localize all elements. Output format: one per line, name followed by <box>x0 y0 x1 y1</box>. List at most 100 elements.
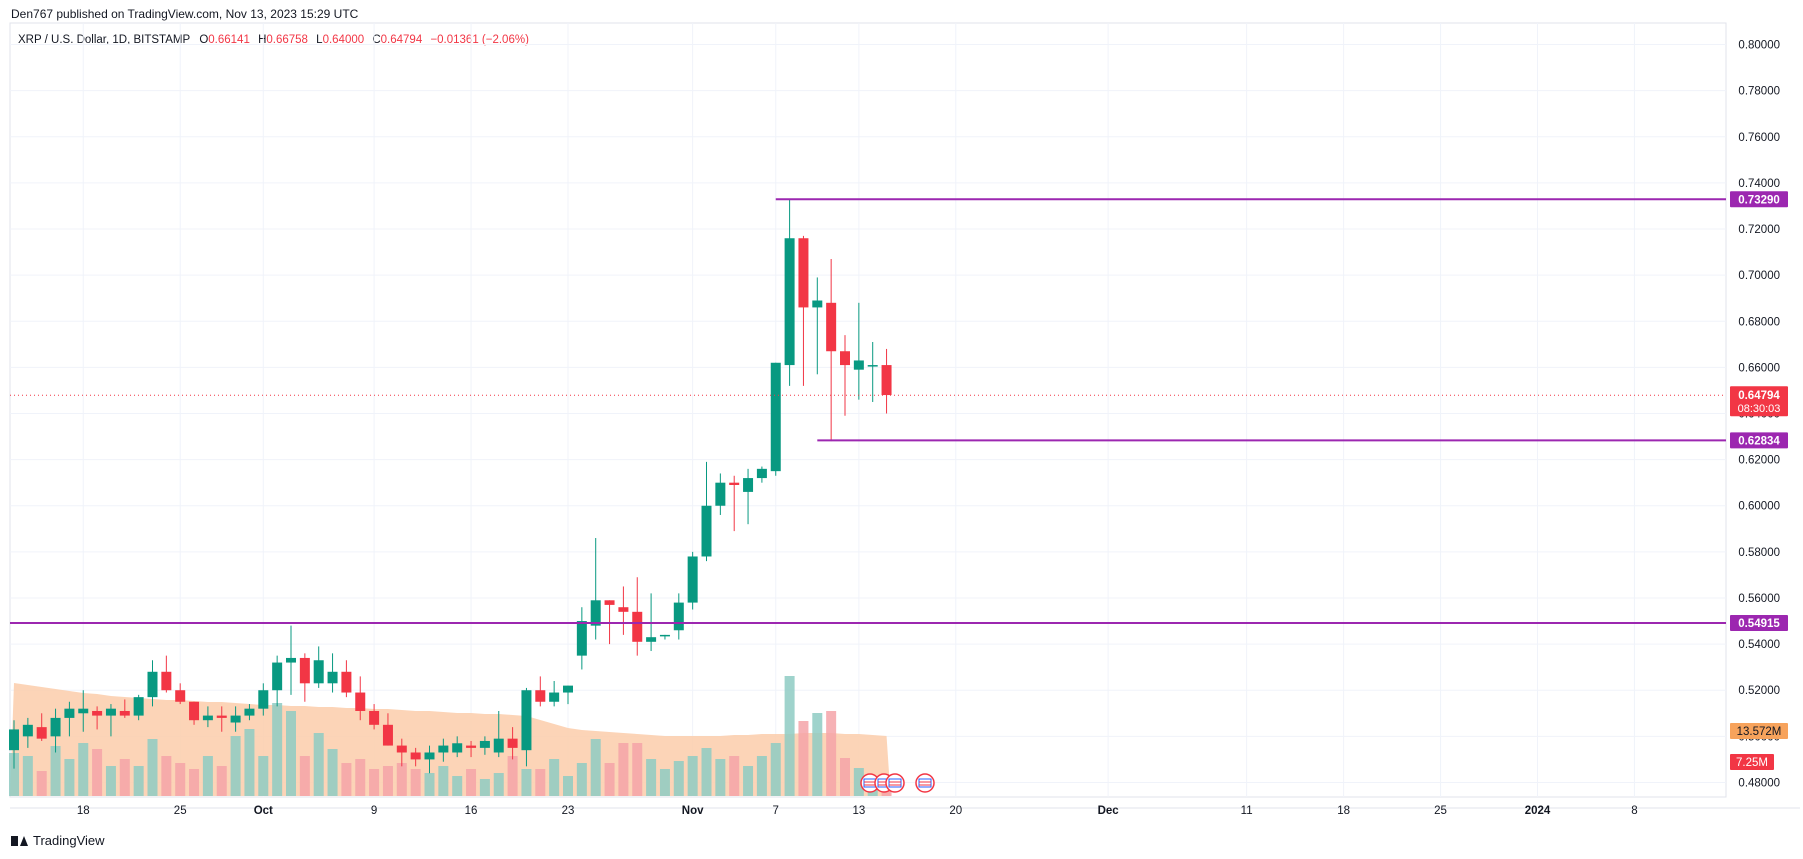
candle-body <box>784 238 795 366</box>
volume-bar <box>493 773 504 796</box>
candle-body <box>272 662 283 691</box>
candle-body <box>396 745 407 753</box>
candle-body <box>493 738 504 753</box>
volume-bar <box>438 766 449 796</box>
candle-body <box>202 715 213 721</box>
volume-bar <box>216 766 227 796</box>
close-value: 0.64794 <box>380 34 423 46</box>
volume-bar <box>881 789 892 796</box>
candle-body <box>175 690 186 702</box>
brand-label: TradingView <box>33 833 105 848</box>
volume-bar <box>452 776 463 796</box>
x-tick-label: 25 <box>1434 805 1447 817</box>
tradingview-footer[interactable]: TradingView <box>11 833 105 848</box>
volume-bar <box>9 753 19 796</box>
volume-bar <box>64 759 75 796</box>
volume-bar <box>521 769 532 796</box>
volume-bar <box>646 759 657 796</box>
low-label: L <box>316 34 323 46</box>
candle-body <box>743 478 754 492</box>
volume-bar <box>105 766 116 796</box>
y-tick-label: 0.48000 <box>1738 777 1780 789</box>
volume-bar <box>826 711 837 796</box>
volume-bar <box>272 703 283 796</box>
candle-body <box>659 634 670 637</box>
candle-body <box>770 362 781 472</box>
y-tick-label: 0.54000 <box>1738 639 1780 651</box>
volume-bar <box>549 759 560 796</box>
volume-bar <box>161 756 172 796</box>
volume-bar <box>286 711 296 796</box>
volume-bar <box>299 756 310 796</box>
candle-body <box>756 468 767 479</box>
candle-body <box>369 710 380 725</box>
candle-body <box>452 743 463 753</box>
close-label: C <box>372 34 381 46</box>
y-tick-label: 0.68000 <box>1738 316 1780 328</box>
event-flag-icon[interactable] <box>885 773 905 793</box>
x-tick-label: 25 <box>174 805 187 817</box>
x-tick-label: Oct <box>254 805 273 817</box>
level-label: 0.73290 <box>1738 194 1780 206</box>
y-tick-label: 0.52000 <box>1738 685 1780 697</box>
candle-body <box>646 637 657 642</box>
candle-body <box>535 690 546 702</box>
volume-bar <box>535 769 546 796</box>
candle-body <box>50 717 61 737</box>
y-tick-label: 0.62000 <box>1738 455 1780 467</box>
candle-body <box>189 701 200 721</box>
volume-bar <box>507 756 518 796</box>
candle-body <box>327 671 338 684</box>
candle-body <box>618 607 629 612</box>
volume-bar <box>355 759 366 796</box>
volume-bar <box>175 763 186 796</box>
candle-body <box>299 657 310 684</box>
ohlc-legend: XRP / U.S. Dollar, 1D, BITSTAMP O0.66141… <box>18 34 534 46</box>
candle-body <box>867 365 878 367</box>
low-value: 0.64000 <box>322 34 365 46</box>
volume-bar <box>466 769 477 796</box>
event-flag-icon[interactable] <box>915 773 935 793</box>
countdown-label: 08:30:03 <box>1738 403 1781 415</box>
volume-last-label-box <box>1730 754 1774 770</box>
volume-bar <box>659 769 670 796</box>
level-label: 0.62834 <box>1738 435 1780 447</box>
level-label-box <box>1730 615 1788 632</box>
candle-body <box>881 365 892 396</box>
candle-body <box>410 752 421 760</box>
volume-bar <box>479 779 490 796</box>
volume-bar <box>770 743 781 796</box>
volume-bar <box>424 773 435 796</box>
open-label: O <box>199 34 209 46</box>
candle-body <box>438 745 449 753</box>
x-tick-label: Nov <box>682 805 704 817</box>
candle-body <box>78 708 89 714</box>
volume-bar <box>119 759 130 796</box>
x-tick-label: 8 <box>1631 805 1637 817</box>
candle-body <box>230 715 241 723</box>
x-tick-label: 11 <box>1241 805 1253 817</box>
volume-bar <box>50 746 61 796</box>
volume-bar <box>632 743 643 796</box>
candle-body <box>258 690 269 709</box>
volume-bar <box>853 768 864 796</box>
volume-bar <box>369 769 380 796</box>
x-tick-label: Dec <box>1098 805 1120 817</box>
candle-body <box>604 600 615 605</box>
volume-bar <box>396 763 407 796</box>
volume-bar <box>22 756 33 796</box>
volume-bar <box>189 769 200 796</box>
candle-body <box>133 697 144 716</box>
volume-ma-label: 13.572M <box>1737 726 1782 738</box>
candle-body <box>479 740 490 748</box>
x-tick-label: 18 <box>1337 805 1350 817</box>
candle-body <box>64 708 75 718</box>
volume-bar <box>618 743 629 796</box>
y-tick-label: 0.78000 <box>1738 86 1780 98</box>
volume-bar <box>798 721 809 796</box>
level-label: 0.54915 <box>1738 618 1780 630</box>
candle-body <box>92 710 103 716</box>
y-tick-label: 0.66000 <box>1738 362 1780 374</box>
x-tick-label: 16 <box>465 805 478 817</box>
